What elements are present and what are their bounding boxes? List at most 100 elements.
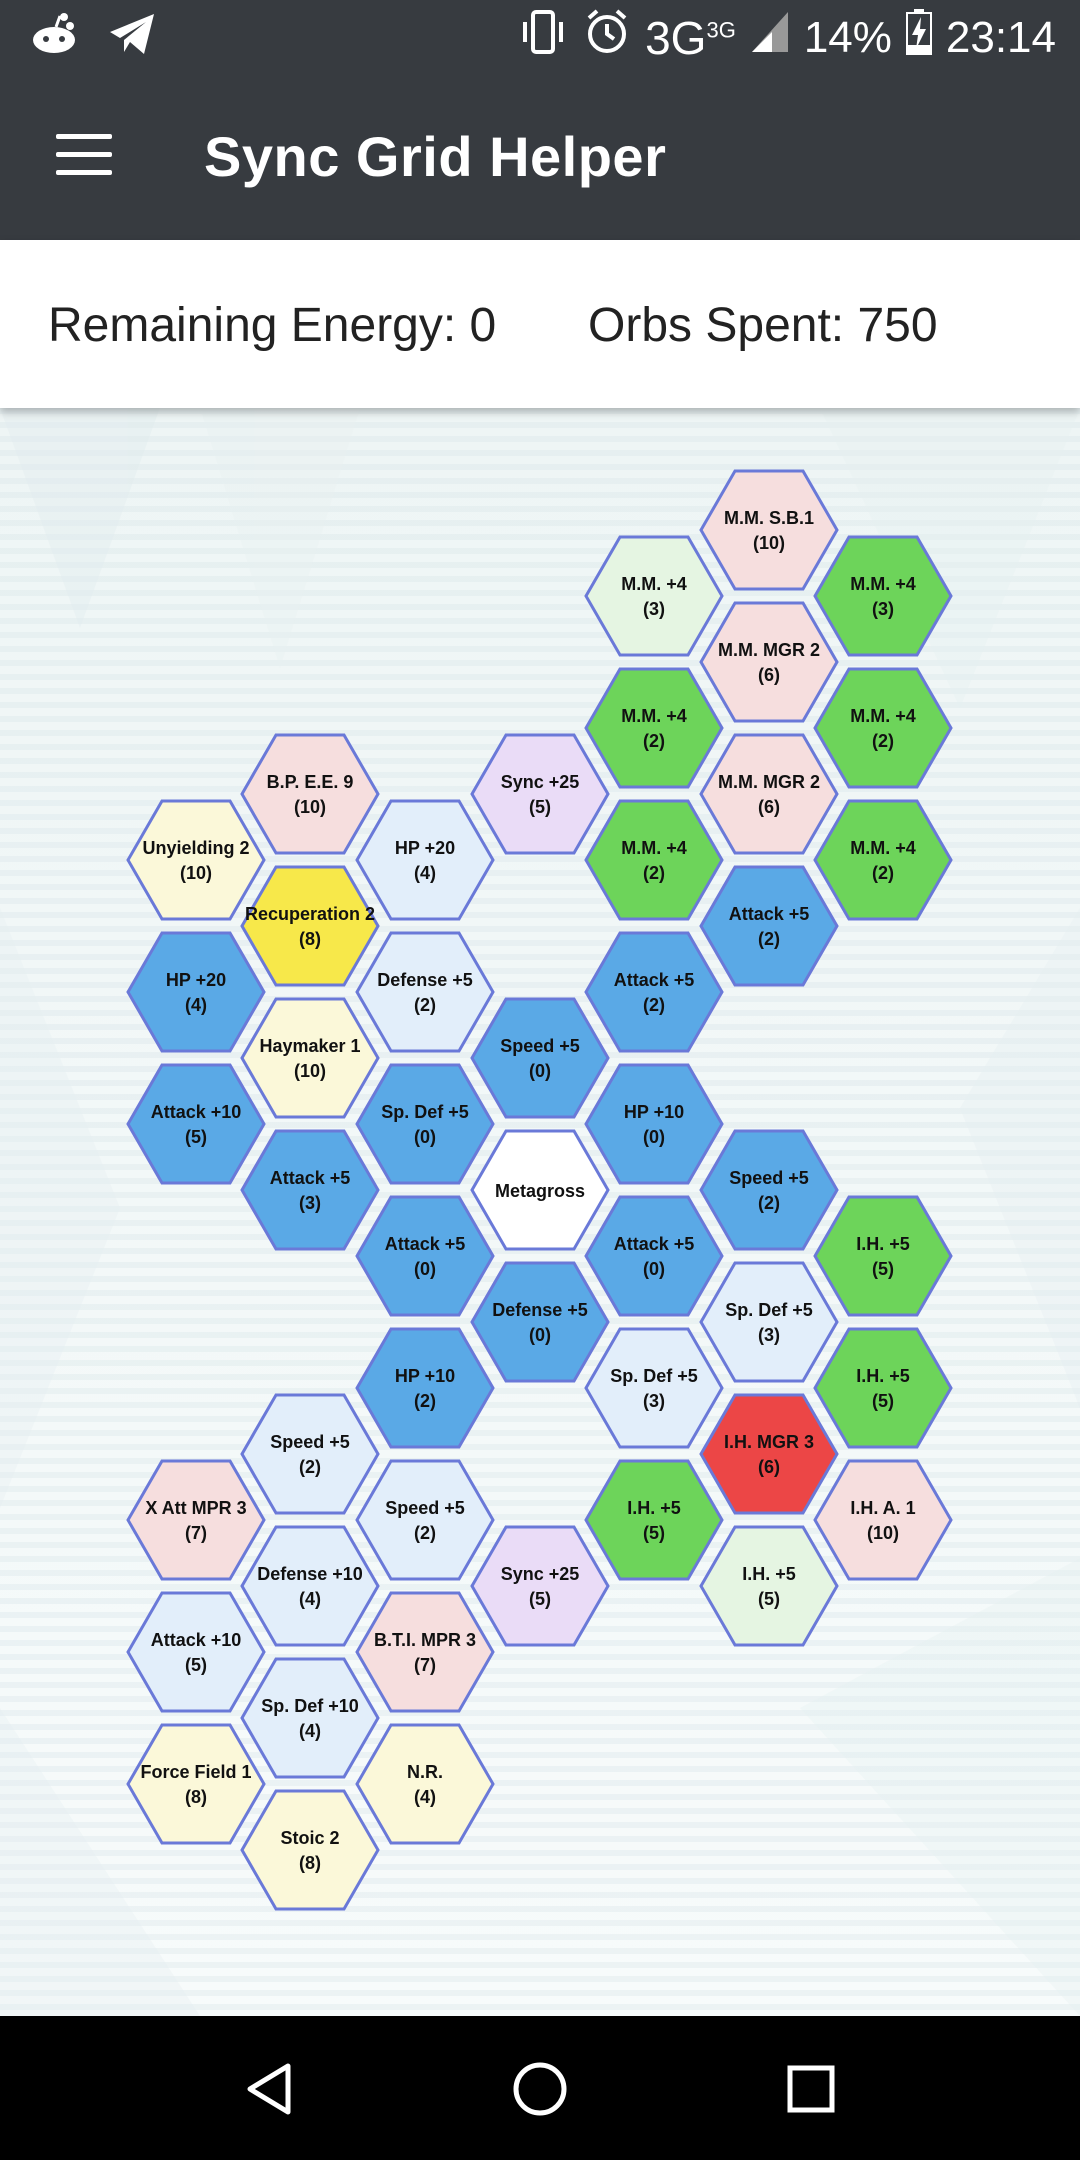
grid-tile-hexagon[interactable]: [355, 1723, 495, 1845]
grid-tile-hexagon[interactable]: [584, 535, 724, 657]
grid-tile-hexagon[interactable]: [813, 799, 953, 921]
grid-tile-hexagon[interactable]: [470, 1129, 610, 1251]
grid-tile-hexagon[interactable]: [584, 1327, 724, 1449]
grid-tile[interactable]: Attack +5 (2): [584, 931, 724, 1053]
grid-tile[interactable]: Defense +5 (0): [470, 1261, 610, 1383]
grid-tile-hexagon[interactable]: [813, 535, 953, 657]
grid-tile[interactable]: Recuperation 2 (8): [240, 865, 380, 987]
grid-tile-hexagon[interactable]: [813, 1195, 953, 1317]
grid-tile[interactable]: M.M. +4 (3): [813, 535, 953, 657]
grid-tile[interactable]: Speed +5 (2): [355, 1459, 495, 1581]
grid-tile[interactable]: Sp. Def +10 (4): [240, 1657, 380, 1779]
grid-tile[interactable]: Unyielding 2 (10): [126, 799, 266, 921]
grid-tile[interactable]: M.M. MGR 2 (6): [699, 733, 839, 855]
grid-tile-hexagon[interactable]: [126, 1459, 266, 1581]
grid-tile-hexagon[interactable]: [699, 469, 839, 591]
grid-tile-hexagon[interactable]: [240, 1129, 380, 1251]
grid-tile-hexagon[interactable]: [240, 1393, 380, 1515]
grid-tile-hexagon[interactable]: [240, 1789, 380, 1911]
back-triangle-icon[interactable]: [234, 2054, 304, 2124]
grid-tile-hexagon[interactable]: [240, 865, 380, 987]
grid-tile-hexagon[interactable]: [584, 1195, 724, 1317]
grid-tile-hexagon[interactable]: [699, 865, 839, 987]
grid-tile[interactable]: M.M. +4 (2): [584, 667, 724, 789]
grid-tile-hexagon[interactable]: [813, 667, 953, 789]
grid-tile[interactable]: Speed +5 (2): [699, 1129, 839, 1251]
grid-tile[interactable]: Sync +25 (5): [470, 1525, 610, 1647]
grid-tile-hexagon[interactable]: [240, 1525, 380, 1647]
grid-tile-hexagon[interactable]: [699, 1129, 839, 1251]
grid-tile-hexagon[interactable]: [355, 799, 495, 921]
grid-tile-hexagon[interactable]: [355, 1195, 495, 1317]
grid-tile[interactable]: M.M. +4 (2): [813, 799, 953, 921]
grid-tile[interactable]: I.H. A. 1 (10): [813, 1459, 953, 1581]
grid-tile[interactable]: M.M. +4 (3): [584, 535, 724, 657]
home-circle-icon[interactable]: [505, 2054, 575, 2124]
grid-tile[interactable]: Defense +10 (4): [240, 1525, 380, 1647]
grid-tile-hexagon[interactable]: [355, 931, 495, 1053]
grid-tile-hexagon[interactable]: [699, 1261, 839, 1383]
grid-tile[interactable]: Attack +5 (3): [240, 1129, 380, 1251]
grid-tile-hexagon[interactable]: [813, 1459, 953, 1581]
grid-tile-hexagon[interactable]: [470, 1525, 610, 1647]
grid-tile-hexagon[interactable]: [470, 997, 610, 1119]
grid-tile-hexagon[interactable]: [699, 733, 839, 855]
grid-tile-hexagon[interactable]: [355, 1459, 495, 1581]
grid-tile-hexagon[interactable]: [584, 1459, 724, 1581]
grid-tile[interactable]: HP +20 (4): [355, 799, 495, 921]
grid-tile-hexagon[interactable]: [699, 1525, 839, 1647]
grid-tile[interactable]: Defense +5 (2): [355, 931, 495, 1053]
grid-tile[interactable]: M.M. S.B.1 (10): [699, 469, 839, 591]
grid-tile[interactable]: Force Field 1 (8): [126, 1723, 266, 1845]
grid-tile[interactable]: Speed +5 (0): [470, 997, 610, 1119]
grid-tile[interactable]: HP +20 (4): [126, 931, 266, 1053]
grid-tile-hexagon[interactable]: [240, 733, 380, 855]
grid-tile[interactable]: HP +10 (0): [584, 1063, 724, 1185]
grid-tile[interactable]: B.T.I. MPR 3 (7): [355, 1591, 495, 1713]
grid-tile[interactable]: I.H. +5 (5): [813, 1327, 953, 1449]
grid-tile-hexagon[interactable]: [126, 799, 266, 921]
grid-tile[interactable]: HP +10 (2): [355, 1327, 495, 1449]
grid-tile[interactable]: Sync +25 (5): [470, 733, 610, 855]
grid-tile[interactable]: Sp. Def +5 (3): [699, 1261, 839, 1383]
grid-tile[interactable]: I.H. +5 (5): [584, 1459, 724, 1581]
grid-tile[interactable]: I.H. MGR 3 (6): [699, 1393, 839, 1515]
grid-tile[interactable]: Attack +10 (5): [126, 1591, 266, 1713]
grid-tile[interactable]: I.H. +5 (5): [813, 1195, 953, 1317]
grid-tile[interactable]: Attack +5 (0): [355, 1195, 495, 1317]
grid-tile[interactable]: Haymaker 1 (10): [240, 997, 380, 1119]
grid-tile-hexagon[interactable]: [240, 997, 380, 1119]
grid-tile-hexagon[interactable]: [126, 1063, 266, 1185]
grid-tile[interactable]: Metagross: [470, 1129, 610, 1251]
grid-tile[interactable]: Sp. Def +5 (0): [355, 1063, 495, 1185]
grid-tile-hexagon[interactable]: [355, 1063, 495, 1185]
grid-tile-hexagon[interactable]: [470, 733, 610, 855]
grid-tile-hexagon[interactable]: [126, 1591, 266, 1713]
grid-tile-hexagon[interactable]: [355, 1591, 495, 1713]
grid-tile-hexagon[interactable]: [584, 799, 724, 921]
grid-tile[interactable]: B.P. E.E. 9 (10): [240, 733, 380, 855]
grid-tile[interactable]: Attack +5 (0): [584, 1195, 724, 1317]
grid-tile-hexagon[interactable]: [699, 601, 839, 723]
grid-tile-hexagon[interactable]: [584, 931, 724, 1053]
grid-tile[interactable]: I.H. +5 (5): [699, 1525, 839, 1647]
grid-tile[interactable]: Sp. Def +5 (3): [584, 1327, 724, 1449]
grid-tile[interactable]: M.M. +4 (2): [584, 799, 724, 921]
grid-tile-hexagon[interactable]: [126, 931, 266, 1053]
grid-tile[interactable]: M.M. +4 (2): [813, 667, 953, 789]
grid-tile[interactable]: X Att MPR 3 (7): [126, 1459, 266, 1581]
grid-tile[interactable]: N.R. (4): [355, 1723, 495, 1845]
grid-tile-hexagon[interactable]: [584, 1063, 724, 1185]
grid-tile-hexagon[interactable]: [813, 1327, 953, 1449]
recents-square-icon[interactable]: [776, 2054, 846, 2124]
grid-tile[interactable]: Speed +5 (2): [240, 1393, 380, 1515]
grid-tile[interactable]: Attack +5 (2): [699, 865, 839, 987]
grid-tile-hexagon[interactable]: [470, 1261, 610, 1383]
grid-tile-hexagon[interactable]: [699, 1393, 839, 1515]
grid-tile-hexagon[interactable]: [126, 1723, 266, 1845]
grid-tile[interactable]: Stoic 2 (8): [240, 1789, 380, 1911]
grid-tile[interactable]: M.M. MGR 2 (6): [699, 601, 839, 723]
grid-tile-hexagon[interactable]: [355, 1327, 495, 1449]
grid-tile-hexagon[interactable]: [240, 1657, 380, 1779]
grid-tile[interactable]: Attack +10 (5): [126, 1063, 266, 1185]
